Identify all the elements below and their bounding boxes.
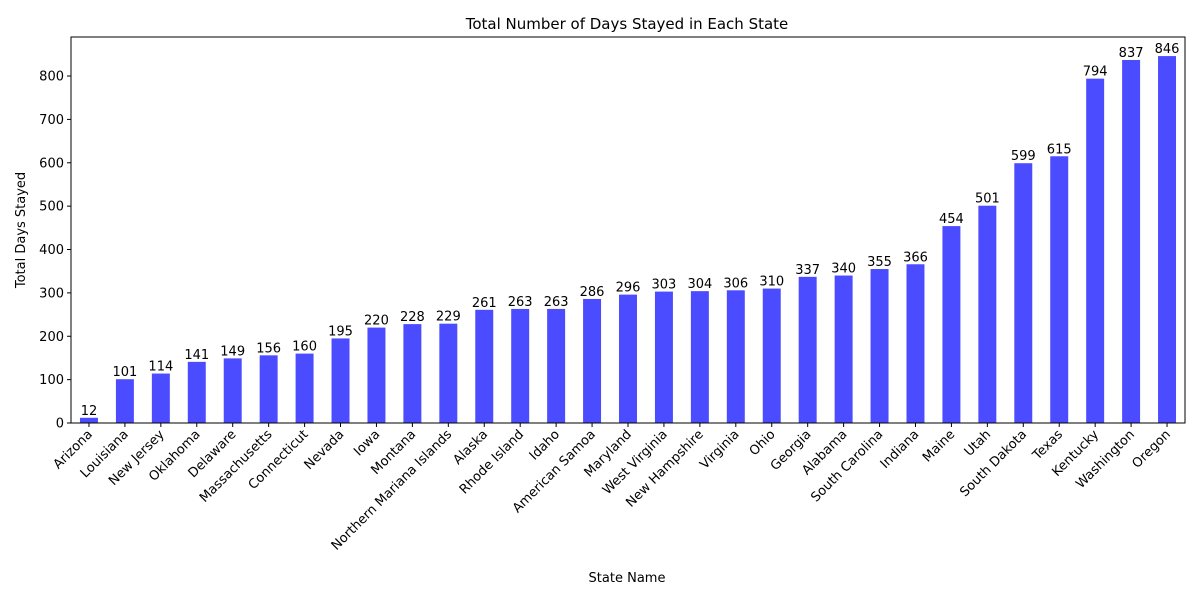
bar <box>834 275 853 423</box>
x-tick-label: Ohio <box>747 427 779 459</box>
data-label: 794 <box>1083 65 1108 80</box>
data-label: 286 <box>580 285 605 300</box>
data-label: 366 <box>903 250 928 265</box>
bar <box>187 361 206 423</box>
data-label: 340 <box>831 262 856 277</box>
bar <box>690 291 709 423</box>
plot-area: 12 101 114 141 149 156 160 195 220 228 229 261 263 26… <box>39 36 1186 554</box>
bar <box>115 379 134 423</box>
data-label: 101 <box>112 365 137 380</box>
x-tick-label: Iowa <box>351 427 383 459</box>
data-label: 310 <box>759 275 784 290</box>
bar <box>547 308 566 423</box>
bar <box>726 290 745 423</box>
data-label: 156 <box>256 341 281 356</box>
bar <box>403 324 422 423</box>
bar <box>1122 59 1141 424</box>
bar <box>475 309 494 423</box>
y-tick-label: 700 <box>39 113 64 128</box>
data-label: 12 <box>81 404 98 419</box>
data-label: 261 <box>472 296 497 311</box>
bar <box>223 358 242 423</box>
data-label: 501 <box>975 192 1000 207</box>
x-axis-label: State Name <box>589 571 666 586</box>
y-tick-label: 600 <box>39 156 64 171</box>
bar <box>295 353 314 423</box>
y-tick-label: 300 <box>39 286 64 301</box>
data-label: 296 <box>616 281 641 296</box>
data-label: 303 <box>652 278 677 293</box>
bar <box>870 269 889 423</box>
y-axis: 0 100 200 300 400 500 600 700 800 <box>39 70 71 432</box>
x-tick-label: Virginia <box>697 427 742 472</box>
data-label: 837 <box>1119 46 1144 61</box>
y-tick-label: 100 <box>39 373 64 388</box>
x-tick-label: Rhode Island <box>457 427 527 497</box>
data-labels-group: 12 101 114 141 149 156 160 195 220 228 229 261 263 26… <box>81 42 1180 419</box>
chart-title: Total Number of Days Stayed in Each Stat… <box>465 15 789 33</box>
data-label: 195 <box>328 324 353 339</box>
bar <box>1158 56 1177 424</box>
y-tick-label: 800 <box>39 70 64 85</box>
bar <box>619 294 637 423</box>
y-axis-label: Total Days Stayed <box>14 172 29 289</box>
data-label: 337 <box>795 263 820 278</box>
bar <box>259 355 278 423</box>
data-label: 306 <box>723 276 748 291</box>
bar <box>654 291 673 423</box>
data-label: 141 <box>184 348 209 363</box>
data-label: 149 <box>220 344 245 359</box>
data-label: 160 <box>292 340 317 355</box>
data-label: 114 <box>148 360 173 375</box>
data-label: 355 <box>867 255 892 270</box>
bar <box>978 205 997 423</box>
bar <box>798 276 817 423</box>
bar <box>1050 156 1069 424</box>
bar <box>439 323 458 423</box>
x-tick-label: Indiana <box>878 427 923 472</box>
x-tick-label: Nevada <box>302 427 348 473</box>
data-label: 263 <box>508 295 533 310</box>
x-tick-label: Maine <box>920 427 958 465</box>
data-label: 228 <box>400 310 425 325</box>
bar <box>151 373 170 423</box>
bar <box>79 417 98 423</box>
y-tick-label: 400 <box>39 243 64 258</box>
data-label: 263 <box>544 295 569 310</box>
x-tick-label: Oregon <box>1130 427 1174 471</box>
x-tick-label: Utah <box>962 427 994 459</box>
bar <box>1014 163 1033 423</box>
data-label: 454 <box>939 212 964 227</box>
plot-frame <box>70 36 1186 424</box>
data-label: 615 <box>1047 142 1072 157</box>
y-tick-label: 500 <box>39 200 64 215</box>
data-label: 846 <box>1155 42 1180 57</box>
bar <box>331 338 350 423</box>
bar <box>367 327 386 423</box>
data-label: 304 <box>687 277 712 292</box>
bar <box>511 308 530 423</box>
bars-group <box>79 56 1177 424</box>
bar <box>942 226 961 423</box>
bar <box>906 264 925 423</box>
data-label: 599 <box>1011 149 1036 164</box>
y-tick-label: 200 <box>39 330 64 345</box>
data-label: 220 <box>364 314 389 329</box>
bar <box>762 288 781 423</box>
bar <box>1086 78 1105 423</box>
data-label: 229 <box>436 310 461 325</box>
y-tick-label: 0 <box>56 417 64 432</box>
bar <box>583 298 602 423</box>
